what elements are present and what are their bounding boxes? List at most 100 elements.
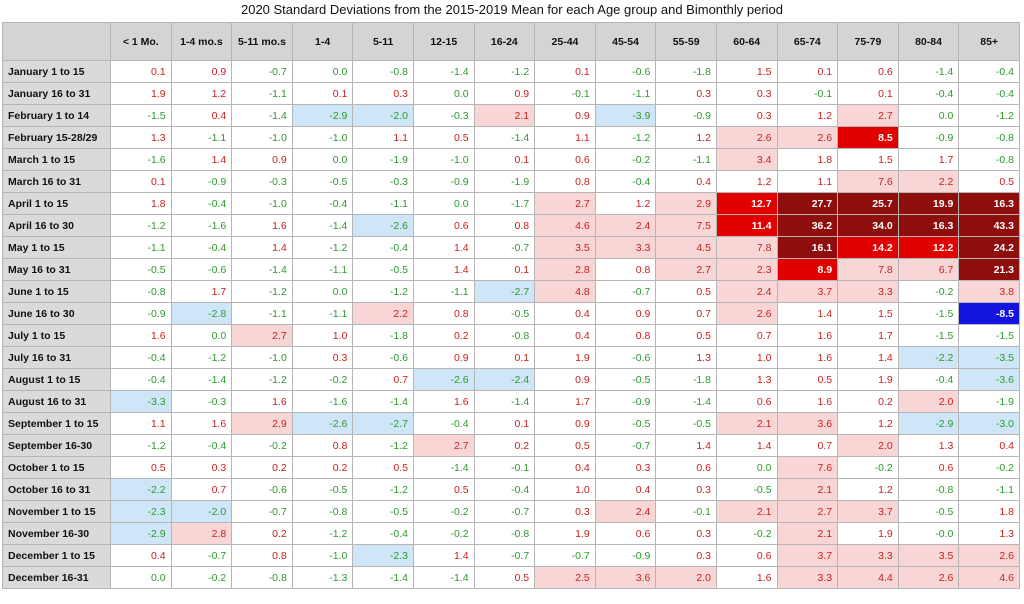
heatmap-cell: -0.2 [715, 522, 778, 545]
heatmap-cell: 1.1 [352, 126, 414, 149]
heatmap-cell: 3.3 [594, 236, 657, 259]
heatmap-cell: 2.1 [715, 412, 778, 435]
heatmap-cell: -1.1 [958, 478, 1020, 501]
heatmap-cell: -1.0 [291, 126, 354, 149]
heatmap-cell: 3.5 [897, 544, 960, 567]
heatmap-cell: 0.1 [110, 170, 172, 193]
heatmap-cell: -2.9 [110, 522, 172, 545]
row-label: November 1 to 15 [2, 500, 111, 523]
heatmap-cell: 2.7 [412, 434, 475, 457]
heatmap-cell: 2.2 [897, 170, 960, 193]
row-label: November 16-30 [2, 522, 111, 545]
heatmap-cell: 1.9 [534, 346, 596, 369]
heatmap-cell: 2.6 [715, 302, 778, 325]
column-header: < 1 Mo. [110, 22, 172, 61]
heatmap-cell: 0.3 [715, 82, 778, 105]
heatmap-cell: -1.4 [655, 390, 717, 413]
heatmap-cell: 1.6 [776, 346, 839, 369]
heatmap-cell: -0.7 [594, 280, 657, 303]
heatmap-cell: -0.2 [958, 456, 1020, 479]
heatmap-cell: -0.2 [412, 500, 475, 523]
heatmap-cell: -2.7 [473, 280, 536, 303]
heatmap-cell: 0.9 [534, 104, 596, 127]
heatmap-cell: 2.7 [837, 104, 899, 127]
row-label: December 16-31 [2, 566, 111, 589]
row-label: July 16 to 31 [2, 346, 111, 369]
heatmap-cell: 0.4 [958, 434, 1020, 457]
heatmap-cell: 1.5 [715, 60, 778, 83]
heatmap-cell: -0.8 [958, 126, 1020, 149]
heatmap-cell: -2.6 [291, 412, 354, 435]
heatmap-cell: 0.0 [291, 60, 354, 83]
heatmap-cell: 0.5 [352, 456, 414, 479]
heatmap-cell: 0.8 [594, 258, 657, 281]
row-label: September 1 to 15 [2, 412, 111, 435]
heatmap-cell: 1.2 [170, 82, 233, 105]
row-label: July 1 to 15 [2, 324, 111, 347]
heatmap-cell: -1.1 [291, 302, 354, 325]
column-header: 55-59 [655, 22, 717, 61]
heatmap-cell: 2.0 [897, 390, 960, 413]
heatmap-cell: 0.0 [170, 324, 233, 347]
heatmap-cell: 1.6 [776, 390, 839, 413]
heatmap-cell: 0.4 [594, 478, 657, 501]
heatmap-cell: 0.2 [837, 390, 899, 413]
heatmap-cell: -0.8 [110, 280, 172, 303]
heatmap-cell: 3.3 [837, 280, 899, 303]
heatmap-cell: -2.0 [170, 500, 233, 523]
heatmap-cell: 1.9 [534, 522, 596, 545]
heatmap-cell: 0.8 [473, 214, 536, 237]
heatmap-cell: -1.0 [231, 346, 293, 369]
heatmap-cell: 43.3 [958, 214, 1020, 237]
heatmap-cell: -1.1 [110, 236, 172, 259]
column-header: 1-4 [291, 22, 354, 61]
heatmap-cell: 1.4 [412, 544, 475, 567]
heatmap-cell: 0.9 [473, 82, 536, 105]
heatmap-cell: -0.4 [958, 60, 1020, 83]
column-header: 16-24 [473, 22, 536, 61]
heatmap-cell: -1.0 [412, 148, 475, 171]
heatmap-cell: 0.1 [291, 82, 354, 105]
heatmap-cell: -2.9 [291, 104, 354, 127]
heatmap-cell: -0.4 [594, 170, 657, 193]
heatmap-cell: 1.4 [715, 434, 778, 457]
heatmap-cell: -1.4 [473, 390, 536, 413]
heatmap-cell: -1.2 [231, 280, 293, 303]
heatmap-cell: -1.2 [291, 522, 354, 545]
row-label: February 15-28/29 [2, 126, 111, 149]
heatmap-cell: 7.8 [715, 236, 778, 259]
heatmap-cell: 0.3 [534, 500, 596, 523]
heatmap-cell: -0.7 [170, 544, 233, 567]
heatmap-cell: 1.4 [231, 236, 293, 259]
heatmap-cell: -1.5 [110, 104, 172, 127]
heatmap-cell: -0.8 [897, 478, 960, 501]
heatmap-cell: 1.9 [837, 522, 899, 545]
heatmap-cell: 3.8 [958, 280, 1020, 303]
heatmap-cell: 1.2 [837, 412, 899, 435]
heatmap-cell: -3.3 [110, 390, 172, 413]
heatmap-cell: 2.1 [776, 522, 839, 545]
table-row: August 16 to 31 -3.3 -0.3 1.6 -1.6 -1.4 1.6 -1.… [2, 390, 1020, 413]
heatmap-cell: 0.2 [231, 456, 293, 479]
heatmap-cell: -0.5 [291, 170, 354, 193]
heatmap-cell: -0.5 [655, 412, 717, 435]
heatmap-cell: -1.5 [897, 302, 960, 325]
heatmap-cell: -0.5 [897, 500, 960, 523]
heatmap-cell: 0.0 [412, 82, 475, 105]
table-row: May 16 to 31 -0.5 -0.6 -1.4 -1.1 -0.5 1.4 0.1 2.… [2, 258, 1020, 281]
heatmap-cell: -0.4 [352, 236, 414, 259]
heatmap-cell: 2.7 [776, 500, 839, 523]
heatmap-cell: -0.2 [837, 456, 899, 479]
heatmap-cell: 0.9 [594, 302, 657, 325]
heatmap-cell: 2.7 [534, 192, 596, 215]
corner-header [2, 22, 111, 61]
heatmap-cell: -0.1 [655, 500, 717, 523]
heatmap-cell: 1.8 [958, 500, 1020, 523]
heatmap-cell: 14.2 [837, 236, 899, 259]
heatmap-cell: 0.3 [655, 478, 717, 501]
heatmap-cell: 0.0 [715, 456, 778, 479]
heatmap-cell: 0.0 [291, 280, 354, 303]
heatmap-cell: -1.2 [352, 434, 414, 457]
heatmap-cell: 1.7 [837, 324, 899, 347]
heatmap-cell: 1.4 [170, 148, 233, 171]
